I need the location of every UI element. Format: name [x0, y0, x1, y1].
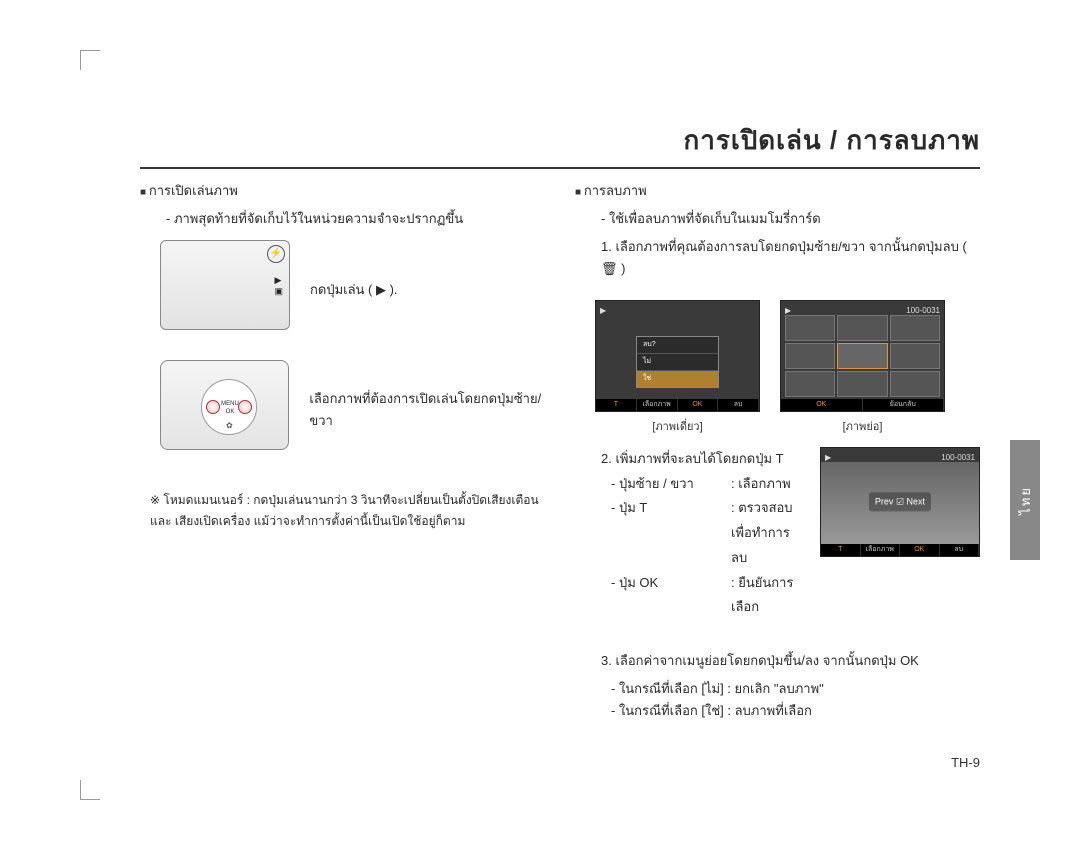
step1: 1. เลือกภาพที่คุณต้องการลบโดยกดปุ่มซ้าย/… [601, 236, 980, 280]
bb-del3: ลบ [940, 544, 980, 556]
dialog-title: ลบ? [637, 337, 718, 354]
note-prefix: ※ โหมดแมนเนอร์ : [150, 493, 253, 507]
right-line1: - ใช้เพื่อลบภาพที่จัดเก็บในเมมโมรี่การ์ด [601, 208, 980, 230]
left-line1: - ภาพสุดท้ายที่จัดเก็บไว้ในหน่วยความจำจะ… [166, 208, 545, 230]
camera-top-illustration: ⚡ ▶▣ [160, 240, 290, 330]
language-tab-text: ไทย [1015, 486, 1036, 515]
right-column: การลบภาพ - ใช้เพื่อลบภาพที่จัดเก็บในเมมโ… [575, 180, 980, 722]
nav-overlay: Prev ☑ Next [869, 492, 931, 511]
play-icon: ▶ [785, 306, 791, 315]
right-heading: การลบภาพ [575, 180, 980, 202]
step1-text: กดปุ่มเล่น ( ▶ ). [310, 279, 398, 301]
step3: 3. เลือกค่าจากเมนูย่อยโดยกดปุ่มขึ้น/ลง จ… [601, 650, 980, 672]
control-pad: MENUOK ✿ [201, 379, 257, 435]
macro-icon: ✿ [226, 419, 233, 433]
thumbnail-screen: ▶ 100-0031 OK ย้อนกลับ [780, 300, 945, 412]
kv0v: : เลือกภาพ [731, 472, 791, 497]
step2-text: เลือกภาพที่ต้องการเปิดเล่นโดยกดปุ่มซ้าย/… [309, 388, 545, 432]
bb-ok3: OK [900, 544, 940, 556]
play-icon: ▶ [825, 453, 831, 462]
delete-dialog: ลบ? ไม่ ใช่ [636, 336, 719, 388]
dialog-opt2: ใช่ [637, 371, 718, 387]
thumb-caption: [ภาพย่อ] [843, 418, 883, 437]
dialog-opt1: ไม่ [637, 354, 718, 371]
screens-row-1: ▶ ลบ? ไม่ ใช่ T เลือกภาพ OK ลบ [595, 300, 980, 437]
page-title: การเปิดเล่น / การลบภาพ [140, 120, 980, 161]
nav-check: ☑ [896, 496, 904, 506]
nav-prev: Prev [875, 496, 894, 506]
kv1k: - ปุ่ม T [611, 496, 721, 570]
bb-del: ลบ [718, 399, 759, 411]
bb-t3: T [821, 544, 861, 556]
bb-ok: OK [678, 399, 719, 411]
bb-t: T [596, 399, 637, 411]
left-heading: การเปิดเล่นภาพ [140, 180, 545, 202]
flash-icon: ⚡ [267, 245, 285, 263]
thumbnail-grid [785, 315, 940, 397]
right-disc [238, 400, 252, 414]
bb-ok2: OK [781, 399, 863, 411]
crop-mark [80, 780, 100, 800]
step2: 2. เพิ่มภาพที่จะลบได้โดยกดปุ่ม T [601, 447, 800, 472]
bb-back: ย้อนกลับ [863, 399, 945, 411]
sub3a: - ในกรณีที่เลือก [ไม่] : ยกเลิก "ลบภาพ" [611, 678, 980, 700]
sub3b: - ในกรณีที่เลือก [ใช่] : ลบภาพที่เลือก [611, 700, 980, 722]
prev-next-screen: ▶ 100-0031 Prev ☑ Next T เลือกภาพ OK ลบ [820, 447, 980, 557]
kv2v: : ยืนยันการเลือก [731, 571, 800, 620]
camera-back-illustration: MENUOK ✿ [160, 360, 289, 450]
left-column: การเปิดเล่นภาพ - ภาพสุดท้ายที่จัดเก็บไว้… [140, 180, 545, 722]
kv2k: - ปุ่ม OK [611, 571, 721, 620]
title-block: การเปิดเล่น / การลบภาพ [140, 120, 980, 169]
language-tab: ไทย [1010, 440, 1040, 560]
play-icon: ▶ [600, 306, 606, 315]
single-image-screen: ▶ ลบ? ไม่ ใช่ T เลือกภาพ OK ลบ [595, 300, 760, 412]
play-mode-icon: ▶▣ [274, 275, 283, 297]
nav-next: Next [907, 496, 926, 506]
kv0k: - ปุ่มซ้าย / ขวา [611, 472, 721, 497]
bb-sel3: เลือกภาพ [861, 544, 901, 556]
manner-note: ※ โหมดแมนเนอร์ : กดปุ่มเล่นนานกว่า 3 วิน… [150, 490, 545, 531]
title-rule [140, 167, 980, 169]
single-caption: [ภาพเดี่ยว] [652, 418, 702, 437]
crop-mark [80, 50, 100, 70]
page-number: TH-9 [951, 755, 980, 770]
kv1v: : ตรวจสอบเพื่อทำการลบ [731, 496, 800, 570]
bb-select: เลือกภาพ [637, 399, 678, 411]
